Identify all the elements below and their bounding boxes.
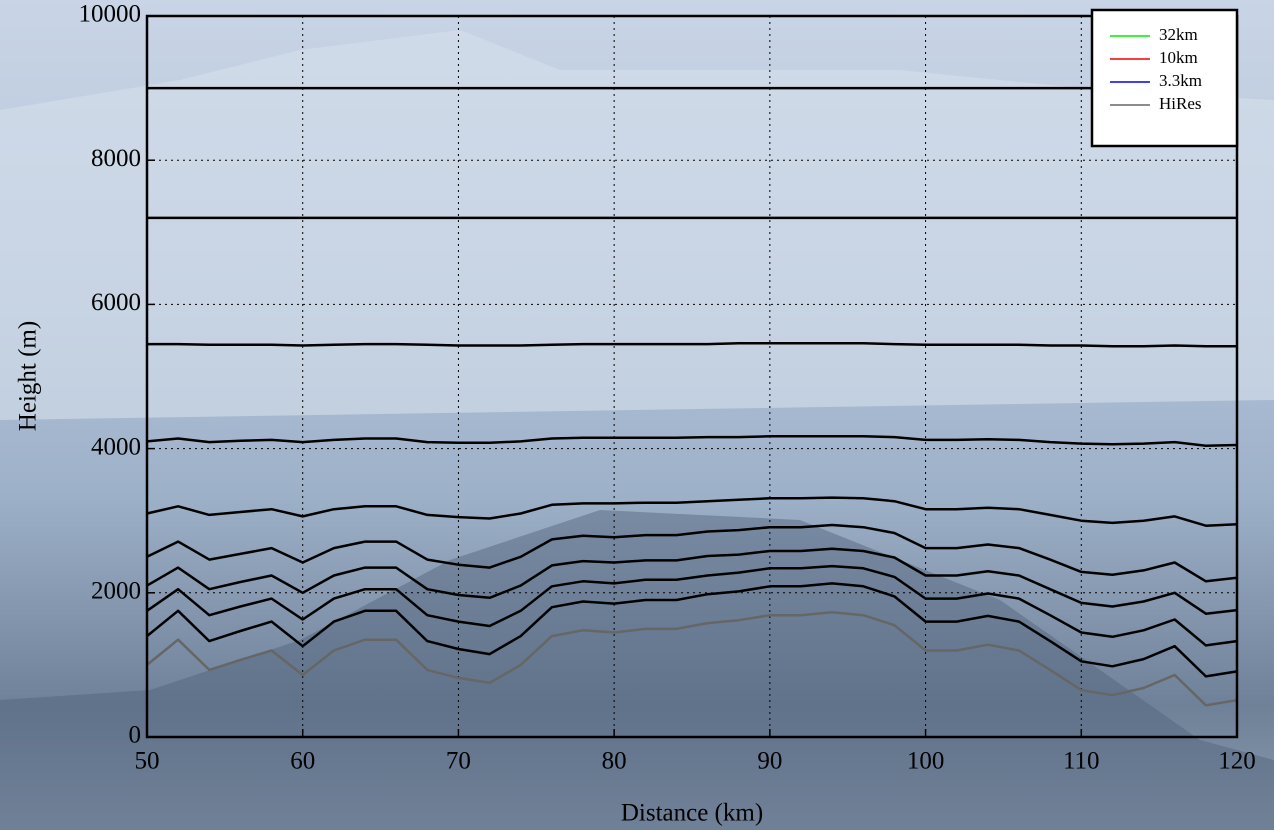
series-line [146, 564, 1238, 647]
x-axis-label: Distance (km) [621, 800, 763, 827]
y-tick-label: 6000 [91, 289, 141, 316]
plot-frame [145, 14, 1239, 739]
legend-box [1090, 8, 1239, 148]
legend-label: 32km [1159, 25, 1198, 44]
y-tick-label: 4000 [91, 433, 141, 460]
y-tick-label: 0 [129, 722, 142, 749]
x-tick-label: 80 [602, 748, 627, 775]
x-tick-label: 60 [290, 748, 315, 775]
y-tick-label: 2000 [91, 578, 141, 605]
x-tick-label: 50 [135, 748, 160, 775]
x-tick-label: 110 [1063, 748, 1100, 775]
x-tick-label: 90 [757, 748, 782, 775]
legend-label: 10km [1159, 48, 1198, 67]
series-line [147, 342, 1237, 348]
x-tick-label: 70 [446, 748, 471, 775]
series-line [146, 496, 1238, 527]
series-line [146, 582, 1238, 678]
series-line [146, 435, 1238, 447]
legend-label: 3.3km [1159, 71, 1202, 90]
mountain-backdrop [0, 30, 1274, 420]
legend-label: HiRes [1159, 94, 1202, 113]
series-line [146, 547, 1238, 615]
x-tick-label: 100 [907, 748, 945, 775]
y-axis-label: Height (m) [15, 321, 42, 431]
plot-layer: 50 60 70 80 90 100 110 120 0 2000 4000 6000 8000 1000… [79, 1, 1256, 775]
series-line [146, 523, 1238, 583]
forest-slope [0, 510, 1274, 830]
series-line [146, 611, 1238, 707]
y-tick-label: 10000 [79, 1, 142, 28]
y-tick-label: 8000 [91, 145, 141, 172]
x-tick-label: 120 [1218, 748, 1256, 775]
